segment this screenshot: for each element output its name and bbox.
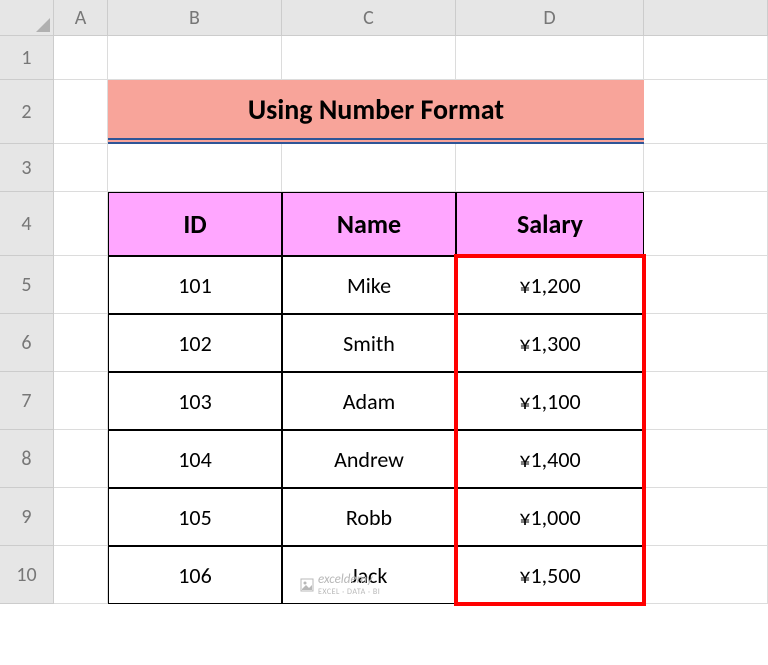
table-header-label: ID [183,208,206,240]
table-cell-value: ¥1,000 [519,504,580,531]
table-cell[interactable]: Smith [282,314,456,372]
cell[interactable] [644,372,768,430]
column-header-B[interactable]: B [108,0,282,36]
table-header-salary[interactable]: Salary [456,192,644,256]
table-cell[interactable]: Robb [282,488,456,546]
table-cell[interactable]: ¥1,000 [456,488,644,546]
table-cell-value: Smith [343,330,395,357]
cell[interactable] [54,546,108,604]
table-cell[interactable]: 105 [108,488,282,546]
table-cell[interactable]: 101 [108,256,282,314]
table-cell-value: 106 [178,562,211,589]
column-header-blank[interactable] [644,0,768,36]
row-header-4[interactable]: 4 [0,192,54,256]
cell[interactable] [282,144,456,192]
spreadsheet: ABCD 12345678910 Using Number Format ID Na… [0,0,768,665]
cell[interactable] [456,144,644,192]
cell[interactable] [54,144,108,192]
table-header-label: Name [337,208,401,240]
column-header-D[interactable]: D [456,0,644,36]
table-cell-value: 105 [178,504,211,531]
cell[interactable] [54,192,108,256]
cell[interactable] [54,314,108,372]
cell[interactable] [644,192,768,256]
row-header-7[interactable]: 7 [0,372,54,430]
table-cell[interactable]: Adam [282,372,456,430]
row-header-5[interactable]: 5 [0,256,54,314]
cell[interactable] [108,36,282,80]
table-cell-value: ¥1,200 [519,272,580,299]
row-header-3[interactable]: 3 [0,144,54,192]
table-cell[interactable]: ¥1,200 [456,256,644,314]
row-header-10[interactable]: 10 [0,546,54,604]
column-header-A[interactable]: A [54,0,108,36]
cell[interactable] [282,36,456,80]
column-header-C[interactable]: C [282,0,456,36]
cell[interactable] [644,314,768,372]
cell[interactable] [54,80,108,144]
cell[interactable] [644,430,768,488]
table-cell-value: ¥1,500 [519,562,580,589]
title-text: Using Number Format [248,92,504,127]
table-cell-value: ¥1,400 [519,446,580,473]
row-header-9[interactable]: 9 [0,488,54,546]
table-cell[interactable]: ¥1,300 [456,314,644,372]
row-header-1[interactable]: 1 [0,36,54,80]
column-headers: ABCD [54,0,768,36]
table-header-id[interactable]: ID [108,192,282,256]
table-cell-value: ¥1,300 [519,330,580,357]
table-header-label: Salary [517,208,583,240]
table-cell-value: ¥1,100 [519,388,580,415]
table-cell[interactable]: ¥1,100 [456,372,644,430]
table-cell-value: 104 [178,446,211,473]
select-all-corner[interactable] [0,0,54,36]
table-cell[interactable]: ¥1,500 [456,546,644,604]
cell[interactable] [644,488,768,546]
cell[interactable] [54,488,108,546]
table-cell[interactable]: 102 [108,314,282,372]
row-header-2[interactable]: 2 [0,80,54,144]
cell[interactable] [54,36,108,80]
table-cell[interactable]: Mike [282,256,456,314]
cell[interactable] [456,36,644,80]
cell[interactable] [644,256,768,314]
table-cell-value: 103 [178,388,211,415]
row-header-8[interactable]: 8 [0,430,54,488]
cell[interactable] [108,144,282,192]
table-cell[interactable]: 104 [108,430,282,488]
cell[interactable] [644,144,768,192]
cell[interactable] [644,36,768,80]
table-header-name[interactable]: Name [282,192,456,256]
table-cell[interactable]: Jack [282,546,456,604]
table-cell-value: Robb [346,504,392,531]
row-header-6[interactable]: 6 [0,314,54,372]
table-cell-value: 102 [178,330,211,357]
table-cell[interactable]: ¥1,400 [456,430,644,488]
table-cell-value: Andrew [334,446,404,473]
cell[interactable] [644,546,768,604]
title-banner: Using Number Format [108,80,644,144]
cell[interactable] [54,430,108,488]
table-cell-value: Mike [347,272,391,299]
cell[interactable] [644,80,768,144]
row-headers: 12345678910 [0,36,54,604]
table-cell-value: Jack [351,562,388,589]
cell[interactable] [54,256,108,314]
table-cell[interactable]: Andrew [282,430,456,488]
table-cell-value: 101 [178,272,211,299]
table-cell[interactable]: 103 [108,372,282,430]
table-cell-value: Adam [343,388,395,415]
table-cell[interactable]: 106 [108,546,282,604]
cell[interactable] [54,372,108,430]
